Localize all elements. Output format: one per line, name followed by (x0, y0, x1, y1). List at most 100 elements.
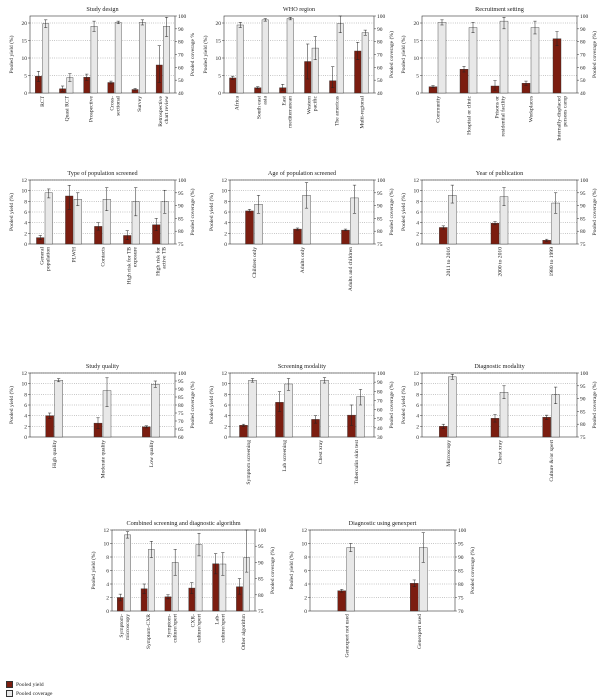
y2-tick-label: 60 (178, 65, 184, 71)
category-label-line: The americas (335, 96, 341, 126)
chart-title: Study quality (86, 363, 120, 370)
y2-tick-label: 70 (377, 53, 383, 59)
legend-yield-swatch (6, 681, 13, 688)
coverage-bar (124, 534, 131, 612)
category-label: Genexpert not used (344, 614, 350, 658)
category-label-line: General (40, 247, 46, 265)
y2-tick-label: 85 (178, 216, 184, 222)
y2-tick-label: 50 (377, 78, 383, 84)
category-label: Eastmediterranean (282, 96, 294, 128)
y2-tick-label: 50 (580, 78, 586, 84)
y2-tick-label: 95 (258, 544, 264, 550)
y-axis-label: Pooled yield (%) (288, 551, 295, 589)
y-axis-label: Pooled yield (%) (208, 193, 215, 231)
y2-tick-label: 100 (258, 528, 267, 534)
y-tick-label: 12 (302, 528, 308, 534)
y2-tick-label: 70 (458, 609, 464, 615)
y2-axis-label: Pooled coverage (%) (469, 547, 476, 594)
y-tick-label: 8 (24, 392, 27, 398)
category-label: Africa (234, 95, 241, 110)
coverage-bar (346, 547, 355, 612)
category-label-line: Lab- (214, 614, 220, 625)
y-tick-label: 2 (24, 231, 27, 237)
y-tick-label: 2 (416, 424, 419, 430)
y2-tick-label: 80 (580, 422, 586, 428)
y2-tick-label: 90 (580, 397, 586, 403)
y2-tick-label: 100 (377, 178, 386, 184)
y-tick-label: 12 (414, 178, 420, 184)
y-tick-label: 10 (22, 382, 28, 388)
y-tick-label: 8 (24, 199, 27, 205)
y-tick-label: 8 (224, 199, 227, 205)
y-tick-label: 0 (24, 242, 27, 248)
category-label: Symptom screening (246, 440, 252, 485)
category-label: Symptom-CXR (146, 614, 152, 649)
y2-tick-label: 75 (580, 242, 586, 248)
category-label: High risk foractive TB (155, 247, 168, 276)
category-label-line: pacific (312, 95, 319, 111)
y-tick-label: 15 (22, 39, 28, 45)
yield-bar (459, 68, 469, 94)
category-label-line: residential facility (500, 96, 507, 137)
category-label-line: Contacts (101, 247, 107, 267)
y-tick-label: 0 (24, 435, 27, 441)
y2-tick-label: 70 (178, 53, 184, 59)
y2-tick-label: 75 (178, 411, 184, 417)
category-label: Microscopy (446, 440, 452, 467)
y-tick-label: 8 (224, 392, 227, 398)
category-label-line: Multi-regional (360, 96, 366, 129)
category-label-line: Genexpert not used (344, 614, 350, 658)
y-tick-label: 8 (416, 392, 419, 398)
y2-axis-label: Pooled coverage (%) (189, 188, 196, 235)
category-label-line: Internally-displaced (557, 96, 563, 141)
y-tick-label: 10 (414, 189, 420, 195)
category-label-line: Prospective (88, 95, 94, 122)
coverage-bar (148, 549, 155, 612)
y-tick-label: 8 (106, 555, 109, 561)
category-label: The americas (335, 96, 341, 126)
y2-tick-label: 80 (178, 403, 184, 409)
chart-title: Age of population screened (268, 170, 337, 177)
chart-title: WHO region (283, 6, 315, 13)
category-label-line: Symptom- (119, 614, 125, 638)
category-label-line: Adults and children (348, 247, 354, 291)
y-tick-label: 6 (416, 403, 419, 409)
y-tick-label: 2 (304, 596, 307, 602)
y-tick-label: 0 (416, 242, 419, 248)
y2-tick-label: 95 (580, 384, 586, 390)
yield-bar (45, 415, 54, 438)
coverage-bar (42, 23, 50, 94)
category-label: Tuberculin skin test (354, 440, 360, 485)
y-tick-label: 10 (414, 56, 420, 62)
y2-tick-label: 80 (377, 389, 383, 395)
y2-axis-label: Pooled coverage (%) (388, 31, 395, 78)
y2-tick-label: 40 (580, 91, 586, 97)
y2-tick-label: 100 (178, 371, 187, 377)
coverage-bar (530, 27, 540, 94)
y-tick-label: 2 (224, 231, 227, 237)
yield-bar (552, 38, 562, 94)
category-label: Westernpacific (307, 95, 319, 114)
y2-tick-label: 100 (178, 14, 187, 20)
y-tick-label: 2 (24, 424, 27, 430)
y-tick-label: 6 (304, 569, 307, 575)
category-label-line: asia (263, 95, 269, 104)
yield-bar (293, 228, 302, 245)
category-label: Contacts (101, 247, 107, 267)
chart-title: Screening modality (278, 363, 327, 370)
y2-tick-label: 85 (258, 577, 264, 583)
y-tick-label: 0 (416, 91, 419, 97)
y2-tick-label: 100 (580, 14, 589, 20)
coverage-bar (336, 23, 344, 94)
y-tick-label: 0 (106, 609, 109, 615)
y-tick-label: 2 (416, 231, 419, 237)
y2-tick-label: 80 (377, 40, 383, 46)
yield-bar (245, 210, 254, 245)
legend-yield: Pooled yield (6, 681, 44, 688)
y2-tick-label: 90 (178, 27, 184, 33)
category-label-line: Children only (252, 247, 258, 278)
category-label-line: culture/xpert (173, 614, 179, 643)
category-label: South eastasia (257, 95, 269, 119)
y2-tick-label: 100 (458, 528, 467, 534)
